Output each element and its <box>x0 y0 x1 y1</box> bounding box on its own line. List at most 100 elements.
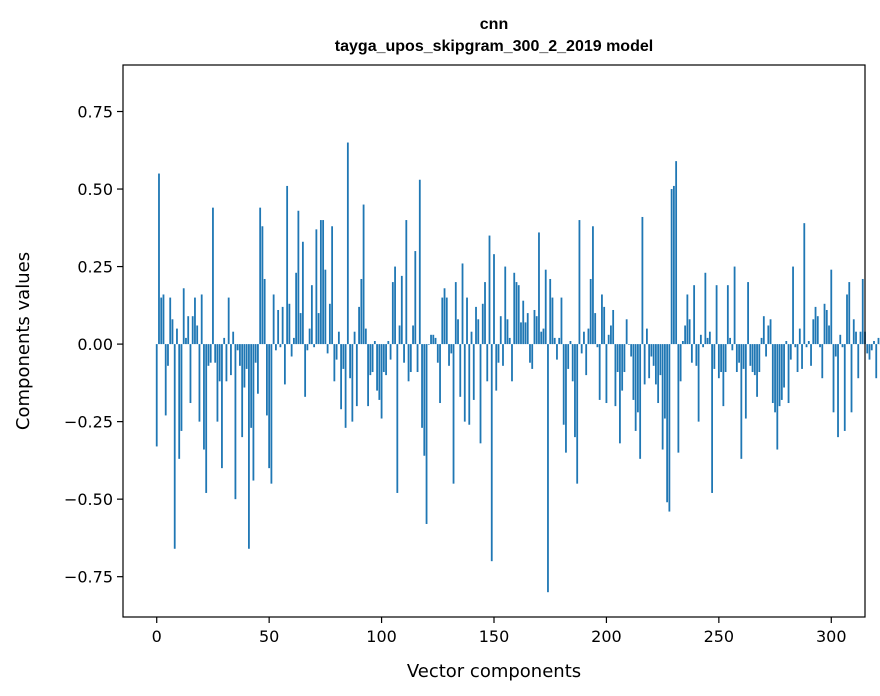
bar <box>223 337 226 345</box>
bar <box>241 344 244 438</box>
bar <box>789 344 792 360</box>
bar <box>486 344 489 382</box>
bar <box>378 344 381 400</box>
bar <box>403 344 405 363</box>
bar <box>340 344 342 410</box>
bar <box>266 344 268 416</box>
bar <box>646 328 648 345</box>
bar <box>297 210 300 345</box>
x-tick-label: 150 <box>479 627 510 646</box>
bar <box>385 344 387 376</box>
bar <box>176 328 178 345</box>
bar <box>605 344 608 404</box>
bar <box>315 229 318 345</box>
bar <box>720 344 722 373</box>
bar <box>187 316 190 345</box>
bar <box>571 344 574 382</box>
bar <box>623 344 626 373</box>
bar <box>675 161 678 345</box>
bar <box>549 278 552 345</box>
y-tick-label: −0.75 <box>64 568 113 587</box>
bar <box>227 297 230 345</box>
bar <box>205 344 208 493</box>
bar <box>681 341 684 345</box>
x-tick-label: 200 <box>591 627 622 646</box>
bar <box>511 344 513 382</box>
bar <box>328 303 331 345</box>
bar <box>697 344 700 422</box>
bar <box>735 344 738 373</box>
bar <box>672 185 675 345</box>
bar <box>628 344 630 345</box>
bar <box>326 344 329 354</box>
bar <box>349 344 351 379</box>
bar <box>353 331 356 345</box>
bar <box>848 282 851 345</box>
bar <box>619 344 621 444</box>
bar <box>792 266 794 345</box>
bar <box>524 322 527 345</box>
bar <box>702 344 705 348</box>
bar <box>569 341 572 345</box>
bar <box>805 344 808 348</box>
bar <box>816 316 819 345</box>
bar <box>634 344 637 431</box>
y-tick-label: 0.75 <box>77 103 113 122</box>
bar <box>751 344 754 373</box>
bar <box>517 285 520 345</box>
bar <box>643 344 646 385</box>
bar <box>504 266 507 345</box>
bar <box>189 344 192 404</box>
bar <box>261 226 264 345</box>
x-tick-label: 50 <box>259 627 279 646</box>
bar <box>668 344 671 512</box>
bar <box>418 179 421 345</box>
bar <box>814 306 817 345</box>
bar <box>843 344 846 431</box>
bar <box>839 334 842 345</box>
bar <box>747 282 749 345</box>
bar <box>859 331 862 345</box>
bar <box>243 344 246 388</box>
y-axis-label: Components values <box>13 252 34 430</box>
bar <box>342 344 345 369</box>
bar <box>434 337 437 345</box>
bar <box>612 309 615 345</box>
bar <box>531 344 534 369</box>
bar <box>753 344 756 376</box>
bar <box>362 204 365 345</box>
bar <box>798 328 801 345</box>
bar <box>497 344 500 363</box>
x-axis-ticks: 0 50 100 150 200 250 300 <box>152 617 847 646</box>
bar <box>171 319 174 345</box>
bar <box>551 297 554 345</box>
bar <box>207 344 210 366</box>
bar <box>695 344 698 366</box>
bar <box>317 313 320 345</box>
bar <box>587 328 590 345</box>
bar <box>708 331 711 345</box>
bar <box>203 344 205 450</box>
bar <box>538 232 540 345</box>
bar <box>688 319 691 345</box>
bar <box>834 344 837 357</box>
bar <box>828 325 830 345</box>
bar <box>488 235 491 345</box>
bar <box>807 341 810 345</box>
bar <box>254 344 257 363</box>
bar <box>861 278 864 345</box>
bar <box>396 344 399 493</box>
bar <box>369 344 372 376</box>
bar <box>173 344 176 549</box>
bar <box>722 344 725 407</box>
bar <box>250 344 253 428</box>
bar <box>567 344 570 369</box>
bar <box>245 344 248 369</box>
bar <box>382 344 385 373</box>
bar <box>778 344 781 407</box>
y-tick-label: 0.25 <box>77 258 113 277</box>
bar <box>729 337 731 345</box>
bar <box>711 344 713 493</box>
bar <box>405 220 408 345</box>
